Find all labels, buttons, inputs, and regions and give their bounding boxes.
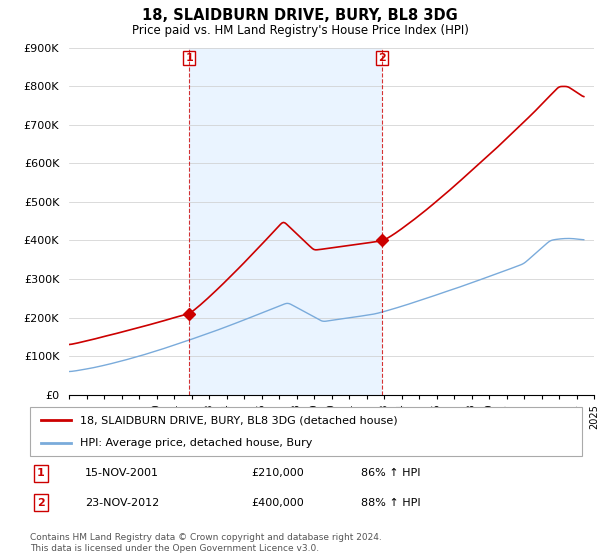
Text: £400,000: £400,000 bbox=[251, 498, 304, 507]
Text: 2: 2 bbox=[379, 53, 386, 63]
Text: 88% ↑ HPI: 88% ↑ HPI bbox=[361, 498, 421, 507]
Text: £210,000: £210,000 bbox=[251, 468, 304, 478]
Text: HPI: Average price, detached house, Bury: HPI: Average price, detached house, Bury bbox=[80, 438, 312, 448]
Text: 2: 2 bbox=[37, 498, 45, 507]
Text: 18, SLAIDBURN DRIVE, BURY, BL8 3DG (detached house): 18, SLAIDBURN DRIVE, BURY, BL8 3DG (deta… bbox=[80, 416, 397, 426]
Text: 18, SLAIDBURN DRIVE, BURY, BL8 3DG: 18, SLAIDBURN DRIVE, BURY, BL8 3DG bbox=[142, 8, 458, 24]
Text: Price paid vs. HM Land Registry's House Price Index (HPI): Price paid vs. HM Land Registry's House … bbox=[131, 24, 469, 36]
Text: 23-NOV-2012: 23-NOV-2012 bbox=[85, 498, 160, 507]
Text: 15-NOV-2001: 15-NOV-2001 bbox=[85, 468, 159, 478]
Text: 1: 1 bbox=[185, 53, 193, 63]
Text: 1: 1 bbox=[37, 468, 45, 478]
Text: 86% ↑ HPI: 86% ↑ HPI bbox=[361, 468, 421, 478]
FancyBboxPatch shape bbox=[30, 407, 582, 456]
Text: Contains HM Land Registry data © Crown copyright and database right 2024.
This d: Contains HM Land Registry data © Crown c… bbox=[30, 533, 382, 553]
Bar bbox=[190, 48, 382, 395]
